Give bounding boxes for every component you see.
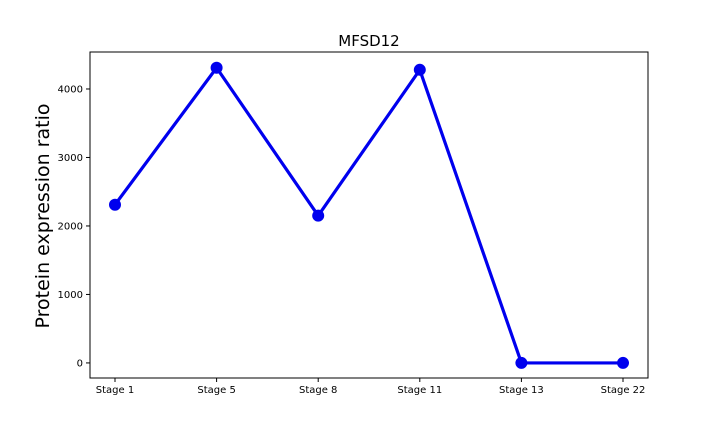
x-tick-label: Stage 5 [197, 385, 235, 396]
chart-title: MFSD12 [338, 32, 399, 50]
data-point [210, 61, 223, 74]
y-tick-label: 2000 [58, 221, 83, 232]
plot-area: 0 1000 2000 3000 4000 Stage 1 Stage 5 Stage 8 St… [58, 51, 649, 396]
x-tick-label: Stage 13 [499, 385, 544, 396]
data-point [617, 356, 629, 369]
plot-frame [89, 51, 649, 379]
y-tick-label: 4000 [58, 84, 83, 95]
y-axis-label: Protein expression ratio [32, 104, 54, 329]
x-tick-label: Stage 11 [397, 385, 442, 396]
x-tick-label: Stage 1 [96, 385, 134, 396]
data-point [109, 198, 121, 211]
x-tick-label: Stage 8 [299, 385, 337, 396]
x-tick-label: Stage 22 [601, 385, 646, 396]
y-tick-label: 0 [77, 358, 83, 369]
y-tick-label: 3000 [58, 153, 83, 164]
data-point [515, 356, 528, 369]
data-point [413, 63, 426, 76]
data-point [312, 209, 325, 222]
series-line [113, 64, 623, 365]
y-tick-label: 1000 [58, 290, 83, 301]
